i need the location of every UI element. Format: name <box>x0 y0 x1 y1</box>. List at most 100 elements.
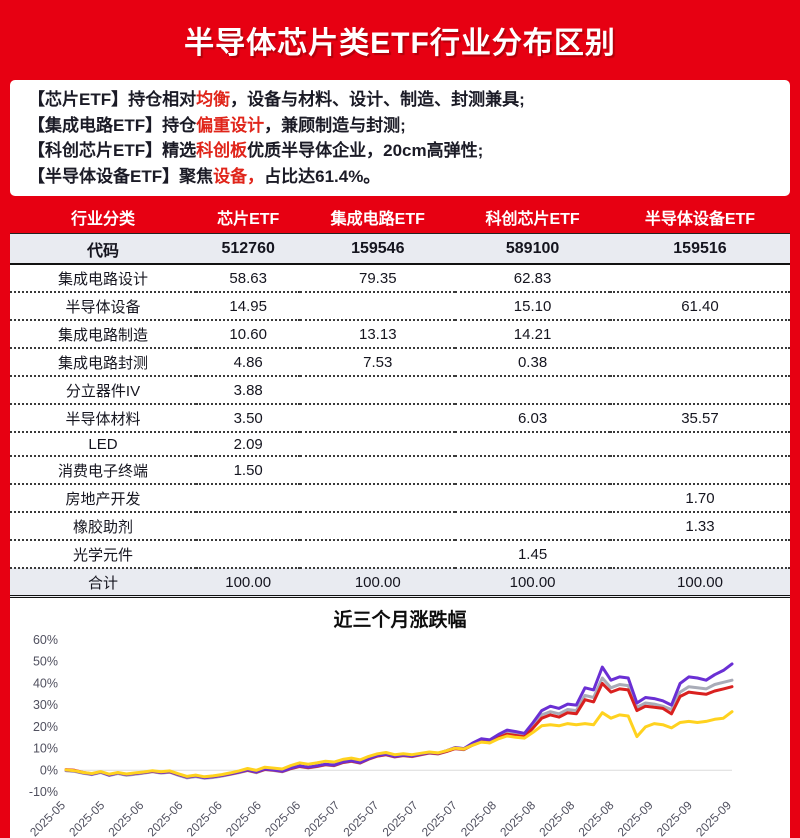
bullet-text: ，设备与材料、设计、制造、封测兼具; <box>230 90 525 109</box>
x-tick-label: 2025-07 <box>380 798 421 838</box>
x-tick-label: 2025-06 <box>105 798 146 838</box>
cell-value: 61.40 <box>609 292 790 321</box>
bullet-text: 【集成电路ETF】持仓 <box>28 115 197 135</box>
cell-value <box>609 540 790 569</box>
table-row: 集成电路制造 10.60 13.13 14.21 <box>10 320 790 349</box>
row-label: 房地产开发 <box>10 484 196 513</box>
bullet-text: 【科创芯片ETF】精选 <box>28 141 197 160</box>
bullet-chip-etf: 【芯片ETF】持仓相对均衡，设备与材料、设计、制造、封测兼具; <box>28 87 772 113</box>
cell-value <box>196 512 301 541</box>
row-label: 代码 <box>10 233 196 265</box>
x-tick-label: 2025-08 <box>536 798 577 838</box>
cell-value <box>300 484 456 513</box>
bullet-text: 【半导体设备ETF】聚焦 <box>28 166 214 186</box>
x-tick-label: 2025-07 <box>340 798 381 838</box>
y-tick-label: 60% <box>33 633 58 647</box>
x-tick-label: 2025-05 <box>66 798 107 838</box>
cell-value: 512760 <box>196 233 301 265</box>
cell-value <box>300 432 456 457</box>
y-tick-label: -10% <box>29 785 58 799</box>
header-banner: 半导体芯片类ETF行业分布区别 <box>0 0 800 78</box>
cell-value: 4.86 <box>196 348 301 377</box>
bullet-star-chip-etf: 【科创芯片ETF】精选科创板优质半导体企业，20cm高弹性; <box>28 138 772 164</box>
cell-value <box>300 512 456 541</box>
row-label: 半导体设备 <box>10 292 196 321</box>
cell-value: 0.38 <box>455 348 610 377</box>
chart-line <box>64 710 734 779</box>
cell-value <box>300 456 456 485</box>
cell-value: 100.00 <box>455 567 610 598</box>
column-header: 半导体设备ETF <box>609 201 790 234</box>
x-tick-label: 2025-09 <box>693 798 734 838</box>
row-label: 合计 <box>10 567 196 598</box>
cell-value: 1.33 <box>609 512 790 541</box>
x-tick-label: 2025-07 <box>301 798 342 838</box>
table-row: 房地产开发 1.70 <box>10 484 790 513</box>
bullet-text: 【芯片ETF】持仓相对 <box>28 90 197 109</box>
row-label: 半导体材料 <box>10 404 196 433</box>
industry-distribution-table: 行业分类 芯片ETF 集成电路ETF 科创芯片ETF 半导体设备ETF 代码 512760… <box>10 201 790 598</box>
x-tick-label: 2025-06 <box>184 798 225 838</box>
cell-value <box>455 456 610 485</box>
cell-value <box>196 484 301 513</box>
cell-value <box>609 320 790 349</box>
cell-value <box>196 540 301 569</box>
row-label: 消费电子终端 <box>10 456 196 485</box>
row-label: 光学元件 <box>10 540 196 569</box>
cell-value <box>609 264 790 293</box>
column-header: 科创芯片ETF <box>455 201 610 234</box>
row-label: 橡胶助剂 <box>10 512 196 541</box>
cell-value: 3.50 <box>196 404 301 433</box>
cell-value <box>455 432 610 457</box>
x-tick-label: 2025-06 <box>145 798 186 838</box>
cell-value: 15.10 <box>455 292 610 321</box>
column-header: 集成电路ETF <box>300 201 456 234</box>
cell-value: 159516 <box>609 233 790 265</box>
bullet-highlight: 科创板 <box>196 141 248 160</box>
bullet-highlight: 均衡 <box>196 90 231 109</box>
bullet-highlight: 设备， <box>213 166 265 186</box>
cell-value <box>300 292 456 321</box>
row-label: 集成电路设计 <box>10 264 196 293</box>
cell-value: 6.03 <box>455 404 610 433</box>
table-row: 集成电路封测 4.86 7.53 0.38 <box>10 348 790 377</box>
y-tick-label: 50% <box>33 655 58 669</box>
page-title: 半导体芯片类ETF行业分布区别 <box>184 27 616 60</box>
x-tick-label: 2025-09 <box>615 798 656 838</box>
cell-value: 589100 <box>455 233 610 265</box>
bullet-text: 优质半导体企业，20cm高弹性; <box>247 141 484 160</box>
cell-value <box>300 404 456 433</box>
table-row: 分立器件IV 3.88 <box>10 376 790 405</box>
table-row: 消费电子终端 1.50 <box>10 456 790 485</box>
x-tick-label: 2025-08 <box>458 798 499 838</box>
bullet-text: ，兼顾制造与封测; <box>264 115 406 135</box>
table-row: 半导体设备 14.95 15.10 61.40 <box>10 292 790 321</box>
y-tick-label: 30% <box>33 698 58 712</box>
cell-value: 1.50 <box>196 456 301 485</box>
y-tick-label: 10% <box>33 742 58 756</box>
trend-chart-panel: 近三个月涨跌幅 60% 50% 40% 30% 20% 10% 0% -10% 2025-05 2… <box>10 598 790 838</box>
cell-value: 3.88 <box>196 376 301 405</box>
x-tick-label: 2025-08 <box>497 798 538 838</box>
cell-value: 62.83 <box>455 264 610 293</box>
bullet-highlight: 偏重设计 <box>196 115 265 135</box>
chart-line <box>64 662 734 780</box>
cell-value: 7.53 <box>300 348 456 377</box>
table-header-row: 行业分类 芯片ETF 集成电路ETF 科创芯片ETF 半导体设备ETF <box>10 201 790 234</box>
cell-value <box>609 456 790 485</box>
cell-value: 58.63 <box>196 264 301 293</box>
table-row: 光学元件 1.45 <box>10 540 790 569</box>
cell-value: 79.35 <box>300 264 456 293</box>
table-row: 半导体材料 3.50 6.03 35.57 <box>10 404 790 433</box>
code-row: 代码 512760 159546 589100 159516 <box>10 233 790 265</box>
x-tick-label: 2025-06 <box>262 798 303 838</box>
cell-value: 100.00 <box>300 567 456 598</box>
x-tick-label: 2025-08 <box>576 798 617 838</box>
y-tick-label: 20% <box>33 720 58 734</box>
column-header: 行业分类 <box>10 201 196 234</box>
cell-value: 14.95 <box>196 292 301 321</box>
cell-value: 1.45 <box>455 540 610 569</box>
cell-value: 35.57 <box>609 404 790 433</box>
y-tick-label: 0% <box>40 763 58 777</box>
